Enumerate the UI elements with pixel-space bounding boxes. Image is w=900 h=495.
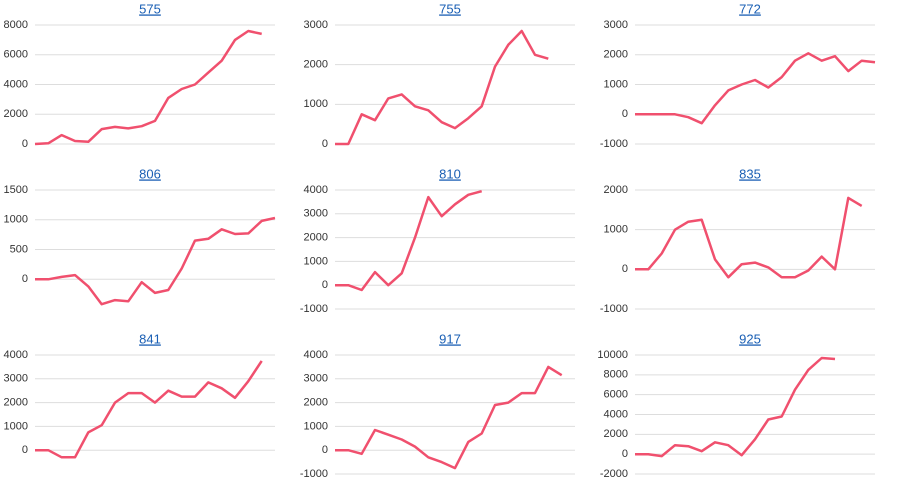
y-tick-label: 4000 xyxy=(4,349,28,361)
y-tick-label: -1000 xyxy=(600,303,628,315)
line xyxy=(34,29,262,146)
chart-title[interactable]: 925 xyxy=(739,331,761,346)
y-tick-label: 0 xyxy=(322,279,328,291)
line xyxy=(635,356,836,458)
y-tick-label: 2000 xyxy=(4,397,28,409)
y-tick-label: 0 xyxy=(22,444,28,456)
chart-title[interactable]: 772 xyxy=(739,1,761,16)
line xyxy=(635,196,863,279)
y-tick-label: 1000 xyxy=(4,214,28,226)
y-tick-label: 6000 xyxy=(604,389,628,401)
chart-title[interactable]: 575 xyxy=(139,1,161,16)
y-tick-label: 500 xyxy=(10,243,28,255)
y-tick-label: -2000 xyxy=(600,468,628,480)
y-tick-label: 2000 xyxy=(604,49,628,61)
y-tick-label: 2000 xyxy=(304,232,328,244)
y-tick-label: 0 xyxy=(322,444,328,456)
y-tick-label: 1000 xyxy=(304,98,328,110)
y-tick-label: 4000 xyxy=(604,408,628,420)
y-tick-label: 3000 xyxy=(304,19,328,31)
chart-title[interactable]: 835 xyxy=(739,166,761,181)
y-tick-label: -1000 xyxy=(300,468,328,480)
y-tick-label: 2000 xyxy=(604,184,628,196)
line xyxy=(635,52,876,125)
y-tick-label: 2000 xyxy=(604,428,628,440)
y-tick-label: 1000 xyxy=(304,255,328,267)
chart-title[interactable]: 810 xyxy=(439,166,461,181)
y-tick-label: 0 xyxy=(22,273,28,285)
chart-title[interactable]: 917 xyxy=(439,331,461,346)
y-tick-label: 3000 xyxy=(4,373,28,385)
y-tick-label: 2000 xyxy=(4,108,28,120)
y-tick-label: 0 xyxy=(22,138,28,150)
chart-title[interactable]: 806 xyxy=(139,166,161,181)
y-tick-label: 0 xyxy=(622,108,628,120)
y-tick-label: 6000 xyxy=(4,49,28,61)
line xyxy=(335,189,483,292)
line xyxy=(335,29,549,146)
y-tick-label: 8000 xyxy=(4,19,28,31)
y-tick-label: 0 xyxy=(622,448,628,460)
y-tick-label: 3000 xyxy=(304,373,328,385)
y-tick-label: -1000 xyxy=(300,303,328,315)
line xyxy=(335,365,563,470)
y-tick-label: 0 xyxy=(622,263,628,275)
line xyxy=(35,360,263,459)
y-tick-label: 3000 xyxy=(604,19,628,31)
y-tick-label: 1000 xyxy=(604,224,628,236)
y-tick-label: 2000 xyxy=(304,397,328,409)
y-tick-label: 2000 xyxy=(304,59,328,71)
y-tick-label: 4000 xyxy=(304,184,328,196)
line xyxy=(35,216,276,306)
y-tick-label: 3000 xyxy=(304,208,328,220)
y-tick-label: 8000 xyxy=(604,369,628,381)
y-tick-label: -1000 xyxy=(600,138,628,150)
y-tick-label: 10000 xyxy=(597,349,628,361)
y-tick-label: 1000 xyxy=(604,78,628,90)
y-tick-label: 1000 xyxy=(4,420,28,432)
chart-title[interactable]: 755 xyxy=(439,1,461,16)
y-tick-label: 1000 xyxy=(304,420,328,432)
y-tick-label: 4000 xyxy=(4,78,28,90)
chart-title[interactable]: 841 xyxy=(139,331,161,346)
y-tick-label: 0 xyxy=(322,138,328,150)
y-tick-label: 4000 xyxy=(304,349,328,361)
y-tick-label: 1500 xyxy=(4,184,28,196)
